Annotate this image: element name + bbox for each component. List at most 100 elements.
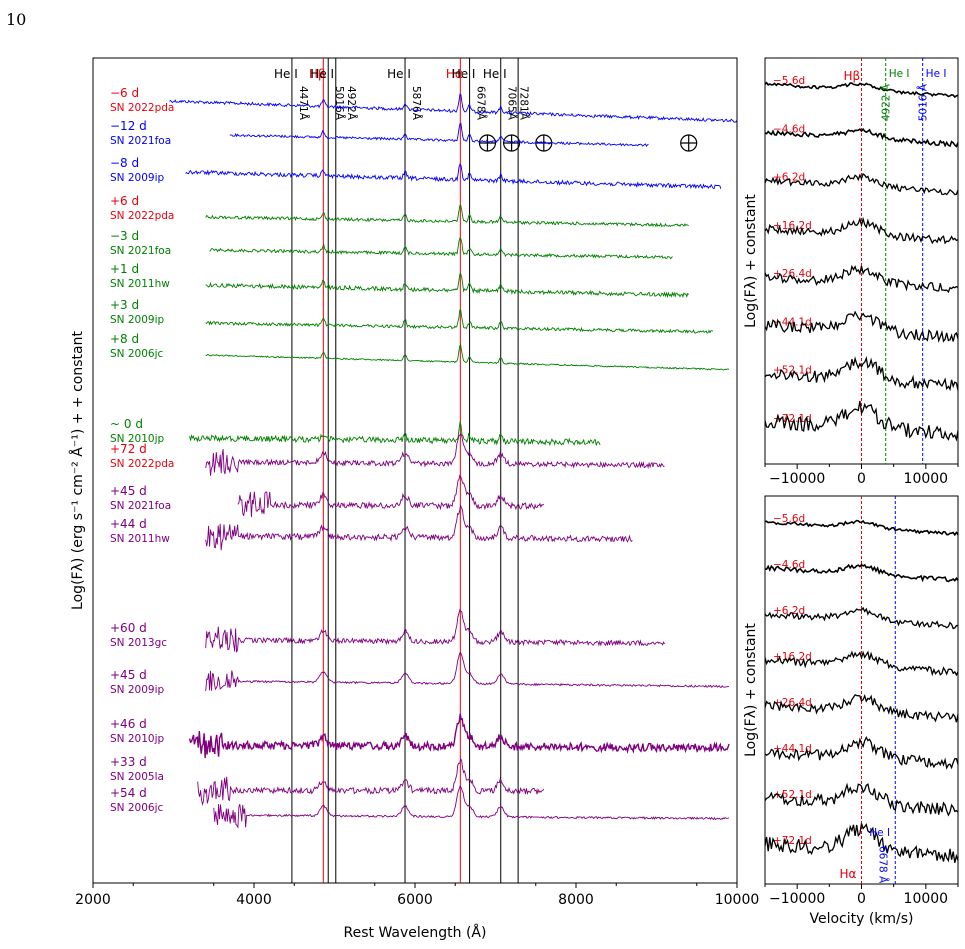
spectrum-line: [229, 122, 649, 148]
velocity-epoch-label: −5.6d: [773, 513, 805, 525]
velocity-profile-line: [764, 216, 959, 245]
spectrum-sn-label: SN 2009ip: [110, 314, 164, 326]
main-x-axis-title: Rest Wavelength (Å): [344, 924, 487, 941]
spectrum-epoch-label: ~ 0 d: [110, 417, 143, 431]
spectrum-epoch-label: −6 d: [110, 86, 139, 100]
hbeta-hei-5016-label: He I: [926, 68, 947, 80]
main-line-marker-wavelength: 4471Å: [297, 86, 310, 121]
spectrum-epoch-label: +8 d: [110, 332, 139, 346]
velocity-epoch-label: +72.1d: [773, 413, 812, 425]
spectrum-sn-label: SN 2010jp: [110, 733, 164, 745]
main-line-marker-wavelength: 5876Å: [410, 86, 423, 121]
spectrum-line: [205, 272, 690, 299]
spectrum-line: [197, 757, 545, 806]
spectrum-epoch-label: +46 d: [110, 717, 147, 731]
velocity-epoch-label: +52.1d: [773, 365, 812, 377]
spectrum-line: [237, 474, 545, 518]
spectrum-epoch-label: +45 d: [110, 484, 147, 498]
velocity-x-tick-label: −10000: [769, 471, 825, 487]
spectrum-sn-label: SN 2022pda: [110, 458, 174, 470]
spectrum-sn-label: SN 2013gc: [110, 637, 167, 649]
velocity-x-tick-label: −10000: [769, 891, 825, 907]
main-axes-frame: [92, 57, 738, 884]
spectrum-sn-label: SN 2021foa: [110, 245, 171, 257]
velocity-x-tick-label: 10000: [904, 471, 949, 487]
main-y-axis-title: Log(Fλ) (erg s⁻¹ cm⁻² Å⁻¹) + + constant: [69, 331, 86, 610]
page-number: 10: [6, 10, 27, 29]
velocity-epoch-label: −4.6d: [773, 559, 805, 571]
main-line-marker-label: Hα: [446, 67, 463, 81]
main-line-marker-wavelength: 7281Å: [518, 86, 531, 121]
main-line-marker-wavelength: 4922Å: [345, 86, 358, 121]
hbeta-marker-label: Hβ: [844, 69, 861, 83]
velocity-profile-line: [764, 81, 959, 99]
velocity-profile-line: [764, 606, 959, 630]
halpha-hei-6678-label: He I: [869, 827, 890, 839]
spectrum-line: [188, 713, 730, 759]
velocity-profile-line: [764, 519, 959, 537]
main-line-marker-label: Hβ: [309, 67, 326, 81]
velocity-profile-line: [764, 693, 959, 723]
velocity-x-tick-label: 0: [857, 891, 866, 907]
main-line-marker-label: He I: [452, 67, 476, 81]
velocity-profile-line: [764, 355, 959, 392]
spectrum-epoch-label: +33 d: [110, 755, 147, 769]
spectrum-sn-label: SN 2022pda: [110, 210, 174, 222]
spectrum-epoch-label: −12 d: [110, 119, 147, 133]
velocity-epoch-label: +26.4d: [773, 268, 812, 280]
spectrum-epoch-label: +54 d: [110, 786, 147, 800]
velocity-epoch-label: +16.2d: [773, 651, 812, 663]
spectrum-sn-label: SN 2005la: [110, 771, 164, 783]
spectrum-line: [189, 421, 601, 447]
main-spectra-panel: 2000 4000 6000 8000 10000 Rest Wavelength (Å)…: [69, 57, 759, 941]
velocity-profile-line: [764, 823, 959, 863]
halpha-velocity-panel: −10000 0 10000 Velocity (km/s) Log(Fλ) + con…: [743, 495, 959, 927]
spectrum-epoch-label: −8 d: [110, 156, 139, 170]
spectrum-line: [205, 308, 714, 334]
spectrum-sn-label: SN 2011hw: [110, 278, 170, 290]
main-line-marker-label: He I: [274, 67, 298, 81]
velocity-x-tick-label: 0: [857, 471, 866, 487]
spectrum-sn-label: SN 2009ip: [110, 172, 164, 184]
velocity-x-axis-title: Velocity (km/s): [809, 911, 913, 927]
spectrum-line: [205, 504, 633, 551]
halpha-hei-6678-wavelength: 6678 Å: [876, 846, 889, 884]
spectrum-line: [205, 608, 665, 653]
spectrum-epoch-label: +60 d: [110, 621, 147, 635]
spectrum-epoch-label: +6 d: [110, 194, 139, 208]
spectrum-line: [185, 163, 722, 190]
spectrum-line: [205, 204, 689, 228]
velocity-profile-line: [764, 400, 959, 442]
hbeta-hei-4922-wavelength: 4922 Å: [880, 83, 893, 121]
hbeta-velocity-panel: −10000 0 10000 Log(Fλ) + constant −5.6d −4.6d…: [743, 57, 959, 487]
halpha-marker-label: Hα: [840, 867, 857, 881]
spectrum-sn-label: SN 2011hw: [110, 533, 170, 545]
velocity-profile-line: [764, 264, 959, 294]
velocity-epoch-label: −5.6d: [773, 75, 805, 87]
velocity-profile-line: [764, 563, 959, 583]
velocity-y-axis-title: Log(Fλ) + constant: [743, 194, 759, 328]
spectrum-line: [209, 236, 673, 260]
spectrum-line: [205, 343, 730, 371]
spectrum-line: [205, 432, 665, 476]
hbeta-hei-5016-wavelength: 5016 Å: [917, 83, 930, 121]
main-line-marker-wavelength: 6678Å: [475, 86, 488, 121]
main-line-marker-wavelength: 7065Å: [506, 86, 519, 121]
velocity-epoch-label: +72.1d: [773, 835, 812, 847]
main-line-marker-wavelength: 5016Å: [333, 86, 346, 121]
spectrum-epoch-label: +1 d: [110, 262, 139, 276]
main-x-tick-label: 4000: [236, 892, 272, 908]
main-x-tick-label: 8000: [558, 892, 594, 908]
velocity-profile-line: [764, 736, 959, 770]
main-line-marker-label: He I: [387, 67, 411, 81]
spectrum-line: [213, 784, 730, 829]
velocity-profile-line: [764, 127, 959, 148]
velocity-x-tick-label: 10000: [904, 891, 949, 907]
spectrum-sn-label: SN 2021foa: [110, 135, 171, 147]
spectrum-sn-label: SN 2021foa: [110, 500, 171, 512]
spectrum-epoch-label: +45 d: [110, 668, 147, 682]
velocity-epoch-label: +6.2d: [773, 172, 805, 184]
spectrum-sn-label: SN 2006jc: [110, 348, 163, 360]
spectrum-epoch-label: −3 d: [110, 229, 139, 243]
spectrum-line: [205, 652, 730, 691]
